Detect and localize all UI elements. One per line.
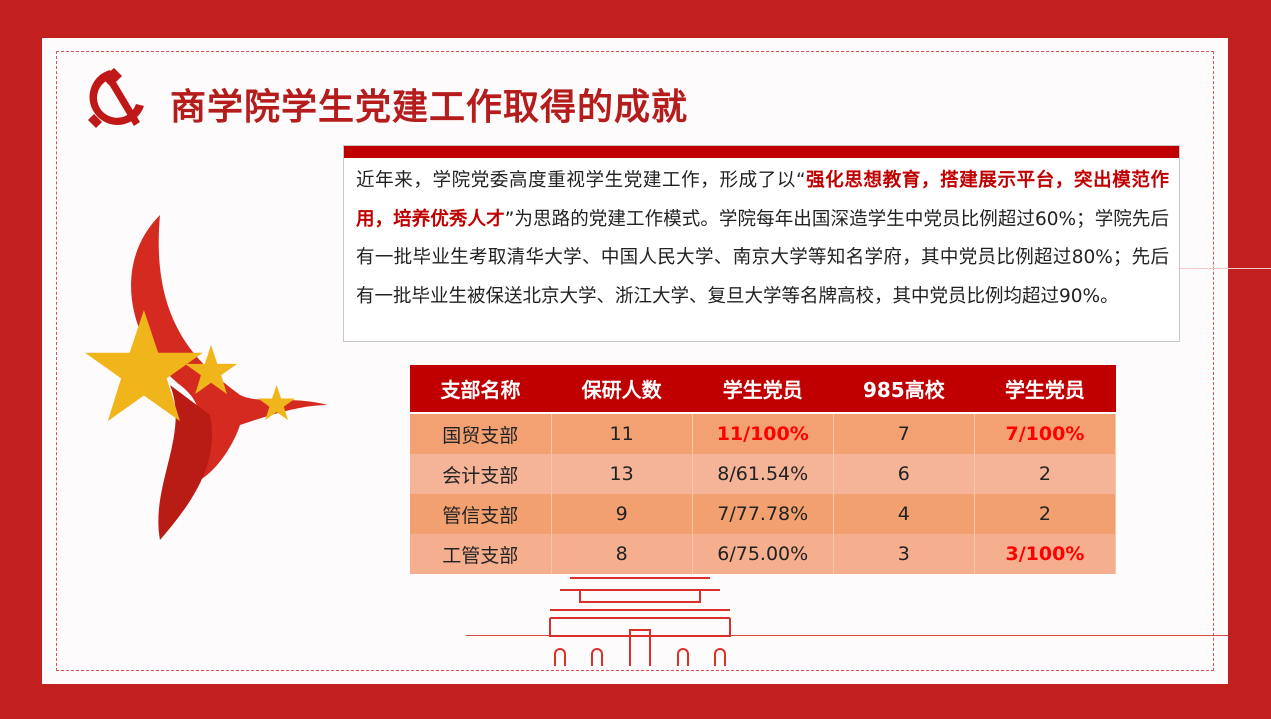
page-title: 商学院学生党建工作取得的成就 — [170, 86, 689, 128]
stars-ribbon-decoration — [85, 215, 328, 540]
table-cell: 7 — [833, 413, 975, 454]
table-row: 工管支部 8 6/75.00% 3 3/100% — [410, 534, 1117, 574]
table-cell: 7/100% — [974, 413, 1117, 454]
divider — [1180, 268, 1271, 269]
intro-part: ”为思路的党建工作模式。学院每年出国深造学生中党员比例超过60%；学院先后有一批… — [356, 208, 1169, 307]
table-cell: 8/61.54% — [692, 454, 834, 494]
hammer-sickle-icon — [88, 68, 144, 128]
table-cell: 2 — [974, 494, 1117, 534]
intro-box: 近年来，学院党委高度重视学生党建工作，形成了以“强化思想教育，搭建展示平台，突出… — [343, 145, 1180, 342]
star-icon — [85, 310, 203, 422]
table-cell: 11 — [551, 413, 693, 454]
dashed-border — [56, 51, 1214, 671]
table-row: 会计支部 13 8/61.54% 6 2 — [410, 454, 1117, 494]
table-cell: 国贸支部 — [410, 413, 552, 454]
column-header: 学生党员 — [692, 365, 834, 414]
table-cell: 工管支部 — [410, 534, 552, 574]
table-cell: 2 — [974, 454, 1117, 494]
column-header: 保研人数 — [551, 365, 693, 414]
achievement-table: 支部名称 保研人数 学生党员 985高校 学生党员 国贸支部 11 11/100% 7 7/10… — [410, 365, 1117, 574]
table-cell: 3 — [833, 534, 975, 574]
intro-text: 近年来，学院党委高度重视学生党建工作，形成了以“强化思想教育，搭建展示平台，突出… — [344, 158, 1179, 316]
table-row: 国贸支部 11 11/100% 7 7/100% — [410, 413, 1117, 454]
star-icon — [185, 345, 238, 395]
column-header: 学生党员 — [974, 365, 1116, 414]
intro-highlight: 强化思想教育，搭建展示平台，突出模范作用，培养优秀人才 — [356, 170, 1169, 230]
table-cell: 3/100% — [974, 534, 1117, 574]
table-cell: 7/77.78% — [692, 494, 834, 534]
table-row: 管信支部 9 7/77.78% 4 2 — [410, 494, 1117, 534]
column-header: 985高校 — [833, 365, 975, 414]
table-cell: 6 — [833, 454, 975, 494]
star-icon — [258, 385, 296, 421]
table-cell: 4 — [833, 494, 975, 534]
divider — [466, 635, 1228, 636]
intro-bar — [344, 146, 1179, 158]
table-cell: 管信支部 — [410, 494, 552, 534]
table-cell: 会计支部 — [410, 454, 552, 494]
table-cell: 9 — [551, 494, 693, 534]
table-cell: 11/100% — [692, 413, 834, 454]
ribbon-icon — [131, 215, 328, 487]
table-cell: 8 — [551, 534, 693, 574]
table-cell: 13 — [551, 454, 693, 494]
table-cell: 6/75.00% — [692, 534, 834, 574]
intro-part: 近年来，学院党委高度重视学生党建工作，形成了以“ — [356, 170, 806, 191]
tiananmen-icon — [549, 577, 731, 666]
column-header: 支部名称 — [410, 365, 552, 414]
